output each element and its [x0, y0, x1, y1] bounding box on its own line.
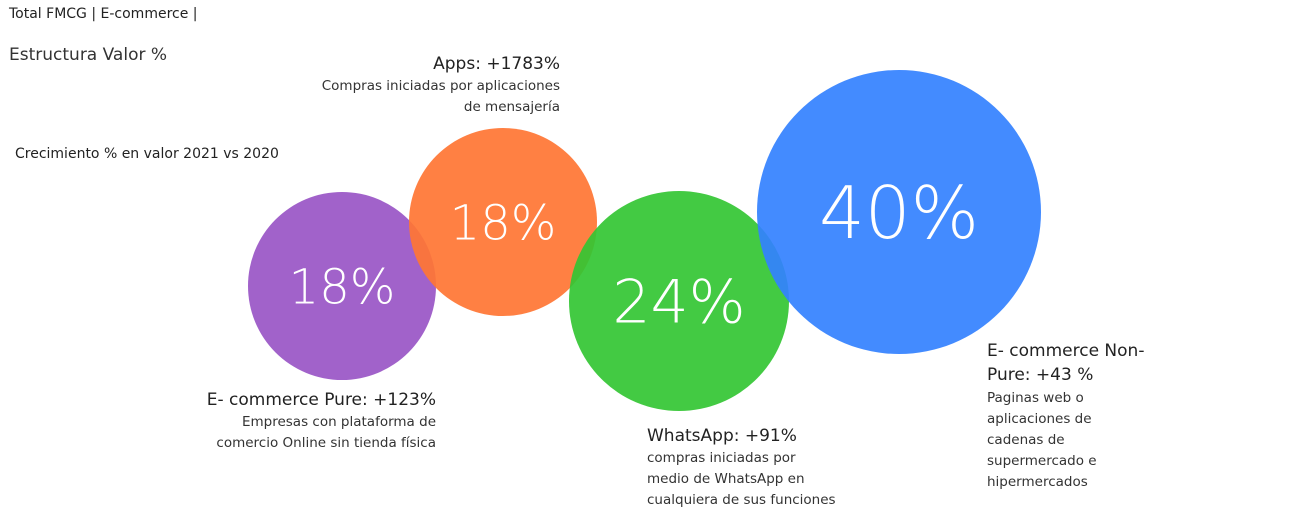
label-apps: Apps: +1783% Compras iniciadas por aplic…	[322, 54, 560, 118]
header-title: Total FMCG | E-commerce |	[9, 6, 198, 22]
label-apps-title: Apps: +1783%	[433, 54, 560, 74]
growth-note: Crecimiento % en valor 2021 vs 2020	[15, 146, 279, 162]
label-whatsapp-desc: compras iniciadas por	[647, 450, 796, 466]
bubble-3	[757, 70, 1041, 354]
chart-subtitle: Estructura Valor %	[9, 45, 168, 65]
label-pure-desc: comercio Online sin tienda física	[216, 435, 436, 451]
bubble-value-label: 18%	[289, 259, 396, 315]
label-pure-title: E- commerce Pure: +123%	[206, 390, 436, 410]
bubble-2	[569, 191, 789, 411]
label-nonpure-desc: aplicaciones de	[987, 411, 1092, 427]
label-nonpure: E- commerce Non- Pure: +43 % Paginas web…	[987, 340, 1144, 493]
label-whatsapp-title: WhatsApp: +91%	[647, 426, 797, 446]
label-pure-desc: Empresas con plataforma de	[241, 414, 436, 430]
bubble-value-label: 24%	[612, 268, 745, 338]
bubble-0	[248, 192, 436, 380]
label-nonpure-desc: hipermercados	[987, 474, 1088, 490]
label-apps-desc: Compras iniciadas por aplicaciones	[321, 78, 560, 94]
bubble-value-label: 40%	[819, 171, 979, 255]
label-nonpure-desc: Paginas web o	[987, 390, 1084, 406]
label-nonpure-desc: supermercado e	[987, 453, 1097, 469]
label-whatsapp-desc: medio de WhatsApp en	[647, 471, 805, 487]
label-nonpure-desc: cadenas de	[987, 432, 1065, 448]
label-apps-desc: de mensajería	[463, 99, 560, 115]
bubble-1	[409, 128, 597, 316]
label-pure: E- commerce Pure: +123% Empresas con pla…	[207, 390, 436, 454]
label-whatsapp: WhatsApp: +91% compras iniciadas por med…	[647, 426, 836, 511]
label-whatsapp-desc: cualquiera de sus funciones	[647, 492, 836, 508]
label-nonpure-title: E- commerce Non- Pure: +43 %	[987, 341, 1145, 385]
bubble-value-label: 18%	[450, 195, 557, 251]
